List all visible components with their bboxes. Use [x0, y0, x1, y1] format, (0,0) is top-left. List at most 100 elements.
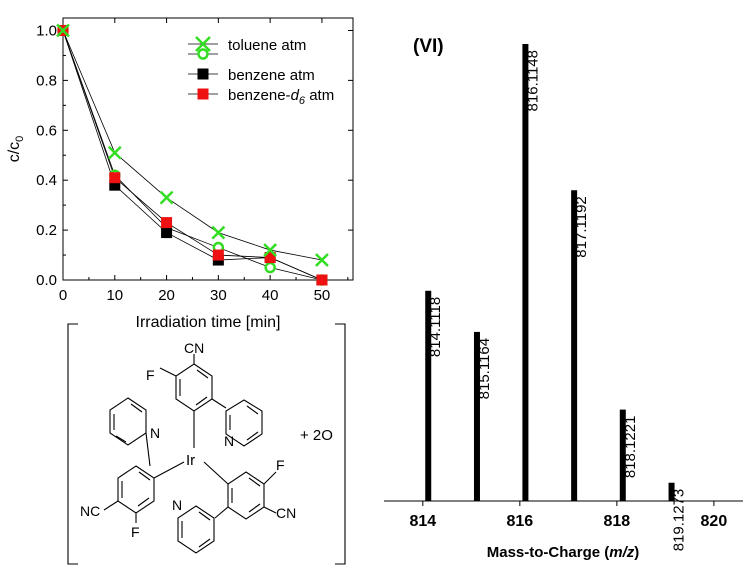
x-tick-label: 40	[262, 287, 279, 304]
kinetics-x-axis-label: Irradiation time [min]	[136, 314, 281, 331]
ms-peak-bar	[571, 190, 578, 502]
legend-d6-italic: d	[291, 87, 300, 104]
ms-peak-label: 817.1192	[573, 196, 590, 257]
kinetics-y-label-subscript: 0	[14, 136, 26, 142]
right-aryl-ring	[203, 461, 277, 520]
x-marker-stroke	[107, 145, 122, 160]
mass-spectrum-title: (VI)	[413, 36, 444, 57]
ms-x-axis-label: Mass-to-Charge (m/z)	[487, 544, 640, 561]
x-marker-stroke	[159, 190, 174, 205]
kinetics-plot-frame	[62, 17, 354, 281]
x-tick-label: 10	[106, 287, 123, 304]
left-pyridine-ring	[109, 397, 151, 467]
top-aryl-ring	[159, 354, 227, 448]
label-plus-2o: + 2O	[300, 427, 333, 444]
y-tick-label: 0.0	[36, 272, 57, 289]
kinetics-legend: toluene atm benzene atm benzene-d6 atm	[188, 36, 334, 107]
ms-peak-label: 818.1221	[622, 416, 639, 479]
mass-spectrum-chart: (VI) 814 816 818 820 814.1118 815.1164 816.11…	[384, 36, 743, 561]
ms-xlabel-suffix: )	[634, 544, 639, 561]
data-point-x-marker	[263, 243, 278, 257]
legend-marker-black-square	[197, 68, 209, 80]
iridium-complex-structure	[67, 323, 346, 565]
y-tick-label: 1.0	[36, 22, 57, 39]
data-point-circle	[264, 261, 276, 274]
label-n-bottom-ring: N	[172, 497, 182, 513]
kinetics-markers	[56, 23, 329, 286]
legend-marker-red-square	[197, 88, 209, 100]
x-marker-stroke	[211, 225, 226, 240]
left-link-bond	[145, 432, 151, 467]
x-marker-stroke	[263, 243, 278, 257]
ms-tick-label: 820	[701, 513, 728, 530]
label-n-left: N	[150, 425, 160, 441]
data-point-square	[161, 217, 173, 229]
legend-marker-x	[195, 36, 211, 52]
ms-peak-bar	[473, 331, 480, 501]
x-tick-label: 30	[210, 287, 227, 304]
ms-tick-label: 814	[409, 513, 436, 530]
kinetics-ticks: 0 10 20 30 40 50 0.0 0.2 0.4 0.6 0.8 1.0	[36, 18, 353, 304]
legend-label-benzene-d6: benzene-d6 atm	[228, 87, 334, 107]
series-line-1	[62, 30, 323, 281]
ms-peak-bar	[425, 290, 432, 501]
x-marker-stroke	[56, 23, 70, 38]
label-nc-left: NC	[80, 503, 100, 519]
data-point-x-marker	[211, 225, 226, 240]
data-point-square	[109, 179, 121, 191]
left-nc-bond	[103, 500, 119, 511]
label-f-bottom: F	[131, 524, 140, 540]
label-f-top: F	[146, 367, 155, 383]
label-iridium: Ir	[186, 452, 195, 469]
x-tick-label: 50	[314, 287, 331, 304]
right-bracket	[335, 323, 346, 565]
data-point-square	[264, 252, 276, 264]
legend-d6-suffix: atm	[305, 87, 334, 104]
ms-tick-label: 818	[604, 513, 631, 530]
ms-xlabel-italic: m/z	[609, 544, 635, 561]
y-tick-label: 0.8	[36, 72, 57, 89]
ms-ticks: 814 816 818 820	[409, 501, 727, 530]
label-f-right: F	[276, 457, 285, 473]
series-line-0	[62, 30, 323, 261]
right-ir-bond	[203, 461, 229, 485]
ms-peak-bar	[619, 409, 626, 501]
y-tick-label: 0.2	[36, 222, 57, 239]
y-tick-label: 0.4	[36, 172, 57, 189]
kinetics-y-label-main: c/c	[6, 142, 23, 162]
legend-d6-prefix: benzene-	[228, 87, 291, 104]
left-bracket	[67, 323, 78, 565]
x-marker-stroke	[315, 253, 329, 267]
data-point-x-marker	[159, 190, 174, 205]
bottom-pyridine-ring	[177, 505, 215, 554]
right-link-bond	[214, 506, 229, 519]
right-cn-bond	[263, 506, 277, 514]
left-ir-bond	[153, 461, 185, 479]
legend-d6-subscript: 6	[299, 95, 306, 107]
ms-peaks: 814.1118 815.1164 816.1148 817.1192 818.1221…	[425, 44, 688, 552]
legend-marker-circle	[197, 48, 209, 60]
data-point-x-marker	[107, 145, 122, 160]
kinetics-series-lines	[62, 30, 323, 281]
legend-label-toluene: toluene atm	[228, 37, 306, 54]
right-f-bond	[263, 471, 277, 485]
label-n-top-ring: N	[224, 433, 234, 449]
series-line-3	[62, 30, 323, 281]
data-point-square	[109, 172, 121, 184]
left-aryl-ring	[103, 461, 185, 523]
top-pyridine-ring	[225, 399, 263, 447]
label-cn-right: CN	[276, 505, 296, 521]
x-tick-label: 20	[158, 287, 175, 304]
ms-peak-label: 815.1164	[476, 338, 493, 399]
x-tick-label: 0	[59, 287, 67, 304]
ms-peak-label: 819.1273	[671, 489, 688, 552]
ms-peak-label: 814.1118	[427, 297, 444, 357]
top-link-bond	[211, 398, 227, 409]
data-point-x-marker	[56, 23, 70, 38]
data-point-x-marker	[315, 253, 329, 267]
ms-xlabel-prefix: Mass-to-Charge (	[487, 544, 610, 561]
legend-label-benzene: benzene atm	[228, 67, 315, 84]
structure-labels: CN F N N Ir + 2O F NC CN F N	[80, 340, 333, 540]
ms-tick-label: 816	[506, 513, 533, 530]
ms-peak-label: 816.1148	[524, 50, 541, 111]
